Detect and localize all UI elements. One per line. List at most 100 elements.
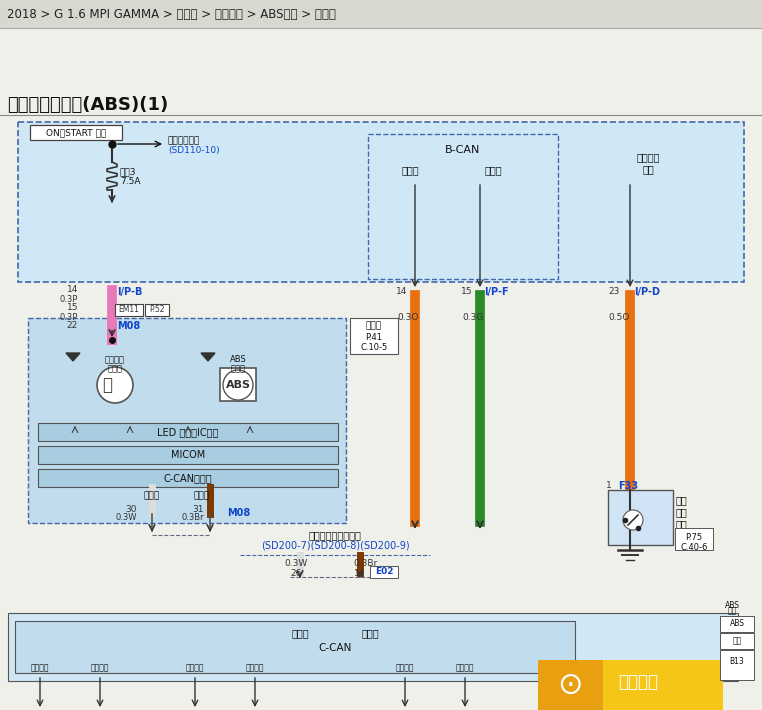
Text: I/P-D: I/P-D bbox=[634, 287, 660, 297]
Bar bbox=[720, 633, 754, 649]
Text: 后左信号: 后左信号 bbox=[395, 664, 415, 672]
Text: 0.3Br: 0.3Br bbox=[181, 513, 204, 523]
Bar bbox=[38, 469, 338, 487]
Bar bbox=[115, 304, 143, 316]
Text: 7.5A: 7.5A bbox=[120, 178, 140, 187]
Bar bbox=[220, 368, 256, 401]
Text: B-CAN: B-CAN bbox=[445, 145, 481, 155]
Text: 高电位: 高电位 bbox=[144, 491, 160, 501]
Text: 后左电源: 后左电源 bbox=[456, 664, 474, 672]
Bar bbox=[38, 446, 338, 464]
Text: 警告灯: 警告灯 bbox=[107, 364, 123, 373]
Bar bbox=[8, 613, 738, 681]
Text: 15: 15 bbox=[460, 288, 472, 297]
Text: 模块3: 模块3 bbox=[120, 168, 136, 177]
Bar bbox=[350, 318, 398, 354]
Text: 14: 14 bbox=[395, 288, 407, 297]
Text: ABS: ABS bbox=[729, 620, 744, 628]
Bar bbox=[720, 650, 754, 680]
Text: B13: B13 bbox=[730, 657, 744, 665]
Text: 参考电源分布: 参考电源分布 bbox=[168, 136, 200, 146]
Text: MICOM: MICOM bbox=[171, 450, 205, 460]
Bar bbox=[608, 490, 673, 545]
Text: 0.3O: 0.3O bbox=[397, 314, 418, 322]
Text: LED 驱动器IC接口: LED 驱动器IC接口 bbox=[157, 427, 219, 437]
Text: 高电位: 高电位 bbox=[401, 165, 419, 175]
Bar bbox=[145, 304, 169, 316]
Text: 低电位: 低电位 bbox=[194, 491, 210, 501]
Text: F33: F33 bbox=[618, 481, 638, 491]
Circle shape bbox=[223, 370, 253, 400]
Text: 警告灯: 警告灯 bbox=[230, 364, 245, 373]
Text: 参考连接器连接分布: 参考连接器连接分布 bbox=[309, 530, 361, 540]
Text: 0.3P: 0.3P bbox=[59, 312, 78, 322]
Text: 防抱死制动系统(ABS)(1): 防抱死制动系统(ABS)(1) bbox=[7, 96, 168, 114]
Text: M08: M08 bbox=[117, 321, 140, 331]
Text: 0.3Br: 0.3Br bbox=[353, 559, 377, 567]
Text: ⊙: ⊙ bbox=[557, 670, 583, 699]
Circle shape bbox=[623, 510, 643, 530]
Text: P.41: P.41 bbox=[366, 332, 383, 342]
Text: 15: 15 bbox=[66, 303, 78, 312]
Text: 0.3P: 0.3P bbox=[59, 295, 78, 303]
Text: 驻车制动: 驻车制动 bbox=[636, 152, 660, 162]
FancyBboxPatch shape bbox=[18, 122, 744, 282]
Text: 低电位: 低电位 bbox=[484, 165, 502, 175]
Text: P.75: P.75 bbox=[686, 532, 703, 542]
Text: 驻车制动: 驻车制动 bbox=[105, 356, 125, 364]
Text: 0.5O: 0.5O bbox=[608, 314, 629, 322]
Text: (SD110-10): (SD110-10) bbox=[168, 146, 219, 155]
Text: 模块: 模块 bbox=[732, 636, 741, 645]
Text: E02: E02 bbox=[375, 567, 393, 577]
Text: ABS: ABS bbox=[229, 356, 246, 364]
Text: ON或START 电源: ON或START 电源 bbox=[46, 128, 106, 137]
Text: 制动: 制动 bbox=[676, 507, 688, 517]
Text: 26: 26 bbox=[290, 569, 302, 577]
Text: C-CAN收发器: C-CAN收发器 bbox=[164, 473, 213, 483]
Text: 前左电源: 前左电源 bbox=[91, 664, 109, 672]
Text: 前右信号: 前右信号 bbox=[186, 664, 204, 672]
Text: C-CAN: C-CAN bbox=[319, 643, 352, 653]
Text: 驻车: 驻车 bbox=[676, 495, 688, 505]
Text: Ⓟ: Ⓟ bbox=[102, 376, 112, 394]
Text: 低电位: 低电位 bbox=[361, 628, 379, 638]
Text: 开关: 开关 bbox=[642, 164, 654, 174]
Text: 31: 31 bbox=[193, 505, 204, 513]
Text: C.10-5: C.10-5 bbox=[360, 342, 388, 351]
Text: 前右电源: 前右电源 bbox=[246, 664, 264, 672]
Bar bbox=[538, 660, 723, 710]
Text: M08: M08 bbox=[227, 508, 250, 518]
Polygon shape bbox=[201, 353, 215, 361]
Bar bbox=[38, 423, 338, 441]
Text: 30: 30 bbox=[126, 505, 137, 513]
Circle shape bbox=[97, 367, 133, 403]
Text: 高电位: 高电位 bbox=[291, 628, 309, 638]
Text: (SD200-7)(SD200-8)(SD200-9): (SD200-7)(SD200-8)(SD200-9) bbox=[261, 541, 409, 551]
Text: 仪表盘: 仪表盘 bbox=[366, 322, 382, 330]
Text: 开关: 开关 bbox=[676, 519, 688, 529]
Text: 控制: 控制 bbox=[728, 606, 737, 616]
Polygon shape bbox=[66, 353, 80, 361]
Text: EM11: EM11 bbox=[119, 305, 139, 315]
FancyBboxPatch shape bbox=[28, 318, 346, 523]
Text: I/P-F: I/P-F bbox=[484, 287, 508, 297]
Text: I/P-B: I/P-B bbox=[117, 287, 142, 297]
Text: ABS: ABS bbox=[725, 601, 739, 609]
Text: 1: 1 bbox=[606, 481, 612, 491]
Bar bbox=[0, 0, 762, 28]
Text: 0.3G: 0.3G bbox=[462, 314, 483, 322]
Bar bbox=[538, 660, 603, 710]
Text: 前左信号: 前左信号 bbox=[30, 664, 50, 672]
Bar bbox=[720, 616, 754, 632]
Text: 14: 14 bbox=[66, 285, 78, 295]
Bar bbox=[370, 566, 398, 578]
Text: 汽修帮手: 汽修帮手 bbox=[618, 673, 658, 691]
Text: 14: 14 bbox=[354, 569, 366, 577]
Text: P.52: P.52 bbox=[149, 305, 165, 315]
Text: 2018 > G 1.6 MPI GAMMA > 示意图 > 制动系统 > ABS布线 > 示意图: 2018 > G 1.6 MPI GAMMA > 示意图 > 制动系统 > AB… bbox=[7, 8, 336, 21]
Text: C.40-6: C.40-6 bbox=[680, 542, 708, 552]
Bar bbox=[15, 621, 575, 673]
Text: 22: 22 bbox=[67, 322, 78, 330]
Bar bbox=[30, 125, 122, 140]
Text: 23: 23 bbox=[609, 288, 620, 297]
